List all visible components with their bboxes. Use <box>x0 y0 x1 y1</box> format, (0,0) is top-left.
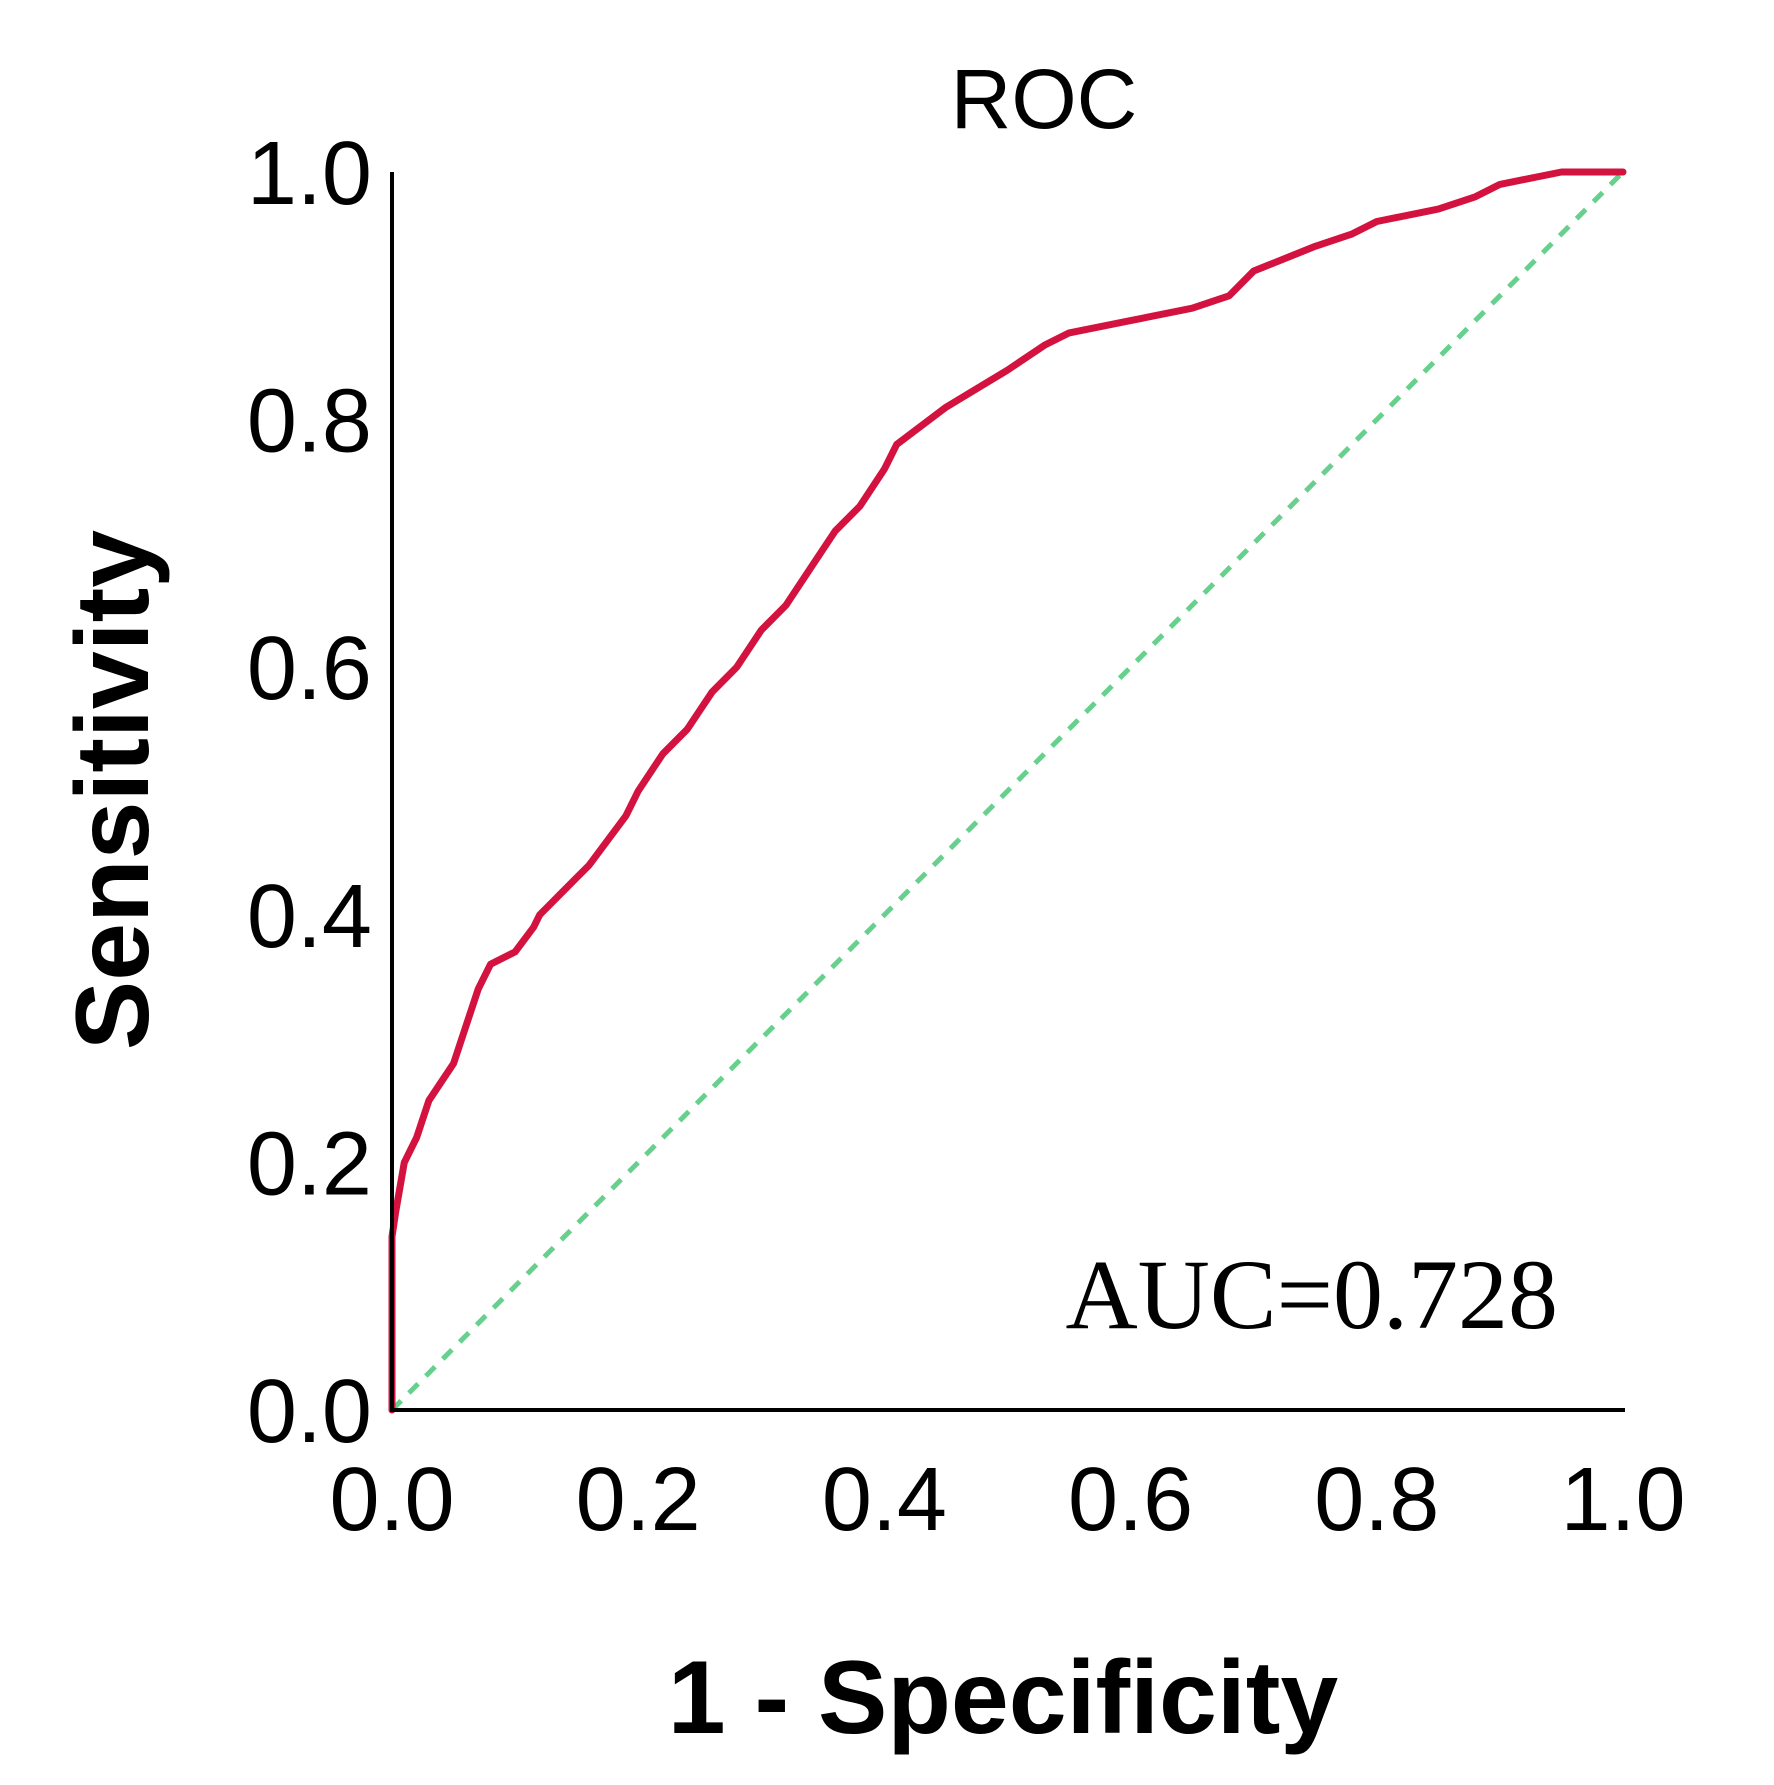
x-tick-label: 0.6 <box>1068 1450 1193 1550</box>
roc-curve-line <box>388 168 1627 1414</box>
y-axis-ticks: 0.0 0.2 0.4 0.6 0.8 1.0 <box>247 124 372 1462</box>
x-tick-label: 0.4 <box>822 1450 947 1550</box>
x-axis-ticks: 0.0 0.2 0.4 0.6 0.8 1.0 <box>329 1450 1685 1550</box>
x-tick-label: 0.0 <box>329 1450 454 1550</box>
x-axis-title: 1 - Specificity <box>668 1640 1339 1756</box>
y-tick-label: 0.2 <box>247 1114 372 1214</box>
x-tick-label: 0.2 <box>576 1450 701 1550</box>
chart-title: ROC <box>951 52 1138 146</box>
x-tick-label: 0.8 <box>1314 1450 1439 1550</box>
y-tick-label: 0.8 <box>247 372 372 472</box>
y-tick-label: 0.0 <box>247 1362 372 1462</box>
y-tick-label: 0.6 <box>247 619 372 719</box>
y-tick-label: 0.4 <box>247 867 372 967</box>
x-tick-label: 1.0 <box>1560 1450 1685 1550</box>
y-axis-title: Sensitivity <box>55 530 171 1050</box>
auc-annotation: AUC=0.728 <box>1065 1239 1558 1350</box>
reference-diagonal-line <box>390 170 1625 1412</box>
y-tick-label: 1.0 <box>247 124 372 224</box>
